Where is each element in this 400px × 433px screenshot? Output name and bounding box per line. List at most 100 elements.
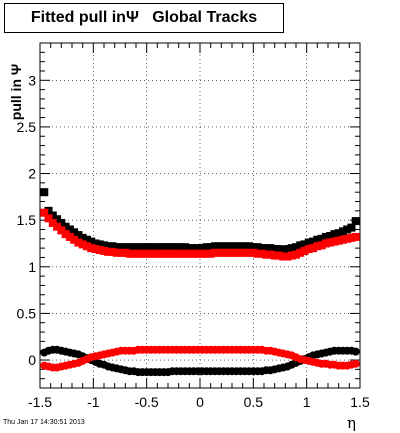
data-point: [321, 239, 330, 248]
data-point: [338, 227, 347, 236]
data-point: [279, 246, 288, 254]
data-points: [40, 188, 360, 377]
data-point: [338, 235, 347, 244]
data-point: [193, 244, 202, 253]
data-point: [65, 225, 74, 234]
data-point: [95, 246, 104, 254]
data-point: [262, 250, 271, 259]
data-point: [65, 232, 74, 241]
data-point: [206, 243, 215, 252]
y-tick-label: 3: [28, 72, 36, 88]
data-point: [253, 249, 262, 258]
data-point: [219, 242, 228, 251]
data-point: [78, 233, 87, 242]
x-tick-label: 0.5: [244, 394, 264, 410]
data-point: [347, 233, 356, 242]
data-point: [257, 249, 266, 258]
data-point: [104, 247, 113, 256]
data-point: [279, 252, 288, 261]
data-point: [53, 215, 62, 224]
data-point: [283, 252, 292, 261]
data-point: [176, 249, 185, 258]
data-point: [347, 223, 356, 232]
data-point: [142, 249, 151, 258]
data-point: [172, 249, 181, 258]
data-point: [189, 244, 198, 253]
data-point: [206, 249, 215, 258]
data-point: [317, 241, 326, 250]
data-point: [351, 359, 360, 368]
data-point: [151, 249, 160, 258]
data-point: [40, 188, 49, 197]
x-tick-label: -1: [87, 394, 100, 410]
timestamp: Thu Jan 17 14:30:51 2013: [3, 419, 85, 426]
data-point: [108, 242, 117, 251]
x-tick-label: 1: [303, 394, 311, 410]
data-point: [223, 248, 232, 257]
data-point: [164, 243, 172, 252]
data-point: [334, 236, 343, 245]
y-tick-label: 0: [28, 352, 36, 368]
data-point: [138, 243, 147, 252]
data-point: [125, 243, 134, 252]
x-tick-label: 1.5: [350, 394, 370, 410]
x-tick-labels: -1.5 -1 -0.5 0 0.5 1 1.5: [28, 394, 370, 410]
data-point: [176, 243, 185, 252]
data-point: [266, 250, 275, 259]
data-point: [40, 208, 49, 217]
data-point: [321, 232, 330, 241]
data-point: [159, 249, 168, 258]
data-point: [117, 243, 126, 252]
data-point: [240, 248, 249, 257]
data-point: [296, 241, 305, 250]
data-point: [300, 246, 309, 255]
data-point: [57, 226, 66, 235]
data-point: [245, 248, 254, 257]
data-point: [236, 242, 245, 251]
data-point: [138, 249, 147, 258]
data-point: [108, 247, 117, 256]
data-point: [172, 243, 181, 252]
data-point: [112, 243, 121, 252]
data-point: [309, 244, 318, 253]
data-point: [53, 222, 62, 231]
y-tick-label: 1.5: [17, 212, 37, 228]
data-point: [198, 249, 207, 258]
data-point: [228, 242, 236, 251]
data-point: [304, 238, 313, 247]
data-point: [82, 242, 91, 251]
data-point: [274, 245, 283, 254]
data-point: [100, 241, 108, 250]
data-point: [57, 218, 66, 227]
series-1: [40, 208, 360, 261]
data-point: [44, 214, 53, 223]
data-point: [351, 217, 360, 226]
chart-title: Fitted pull inΨ Global Tracks: [4, 3, 284, 33]
data-point: [343, 234, 352, 243]
data-point: [125, 249, 134, 258]
data-point: [48, 211, 57, 220]
series-3: [40, 345, 360, 372]
data-point: [215, 248, 224, 257]
data-point: [82, 235, 91, 244]
data-point: [292, 250, 300, 259]
data-point: [74, 238, 83, 247]
data-point: [236, 248, 245, 257]
y-tick-label: 0.5: [17, 305, 37, 321]
data-point: [300, 240, 309, 249]
data-point: [249, 248, 258, 257]
data-point: [168, 243, 177, 252]
data-point: [61, 230, 70, 239]
data-point: [219, 248, 228, 257]
data-point: [326, 232, 335, 241]
data-point: [292, 243, 300, 252]
data-point: [283, 245, 292, 254]
data-point: [129, 243, 138, 252]
data-point: [146, 249, 155, 258]
data-point: [326, 238, 335, 247]
series-2: [40, 345, 360, 377]
data-point: [274, 251, 283, 260]
data-point: [164, 249, 172, 258]
data-point: [287, 244, 296, 253]
